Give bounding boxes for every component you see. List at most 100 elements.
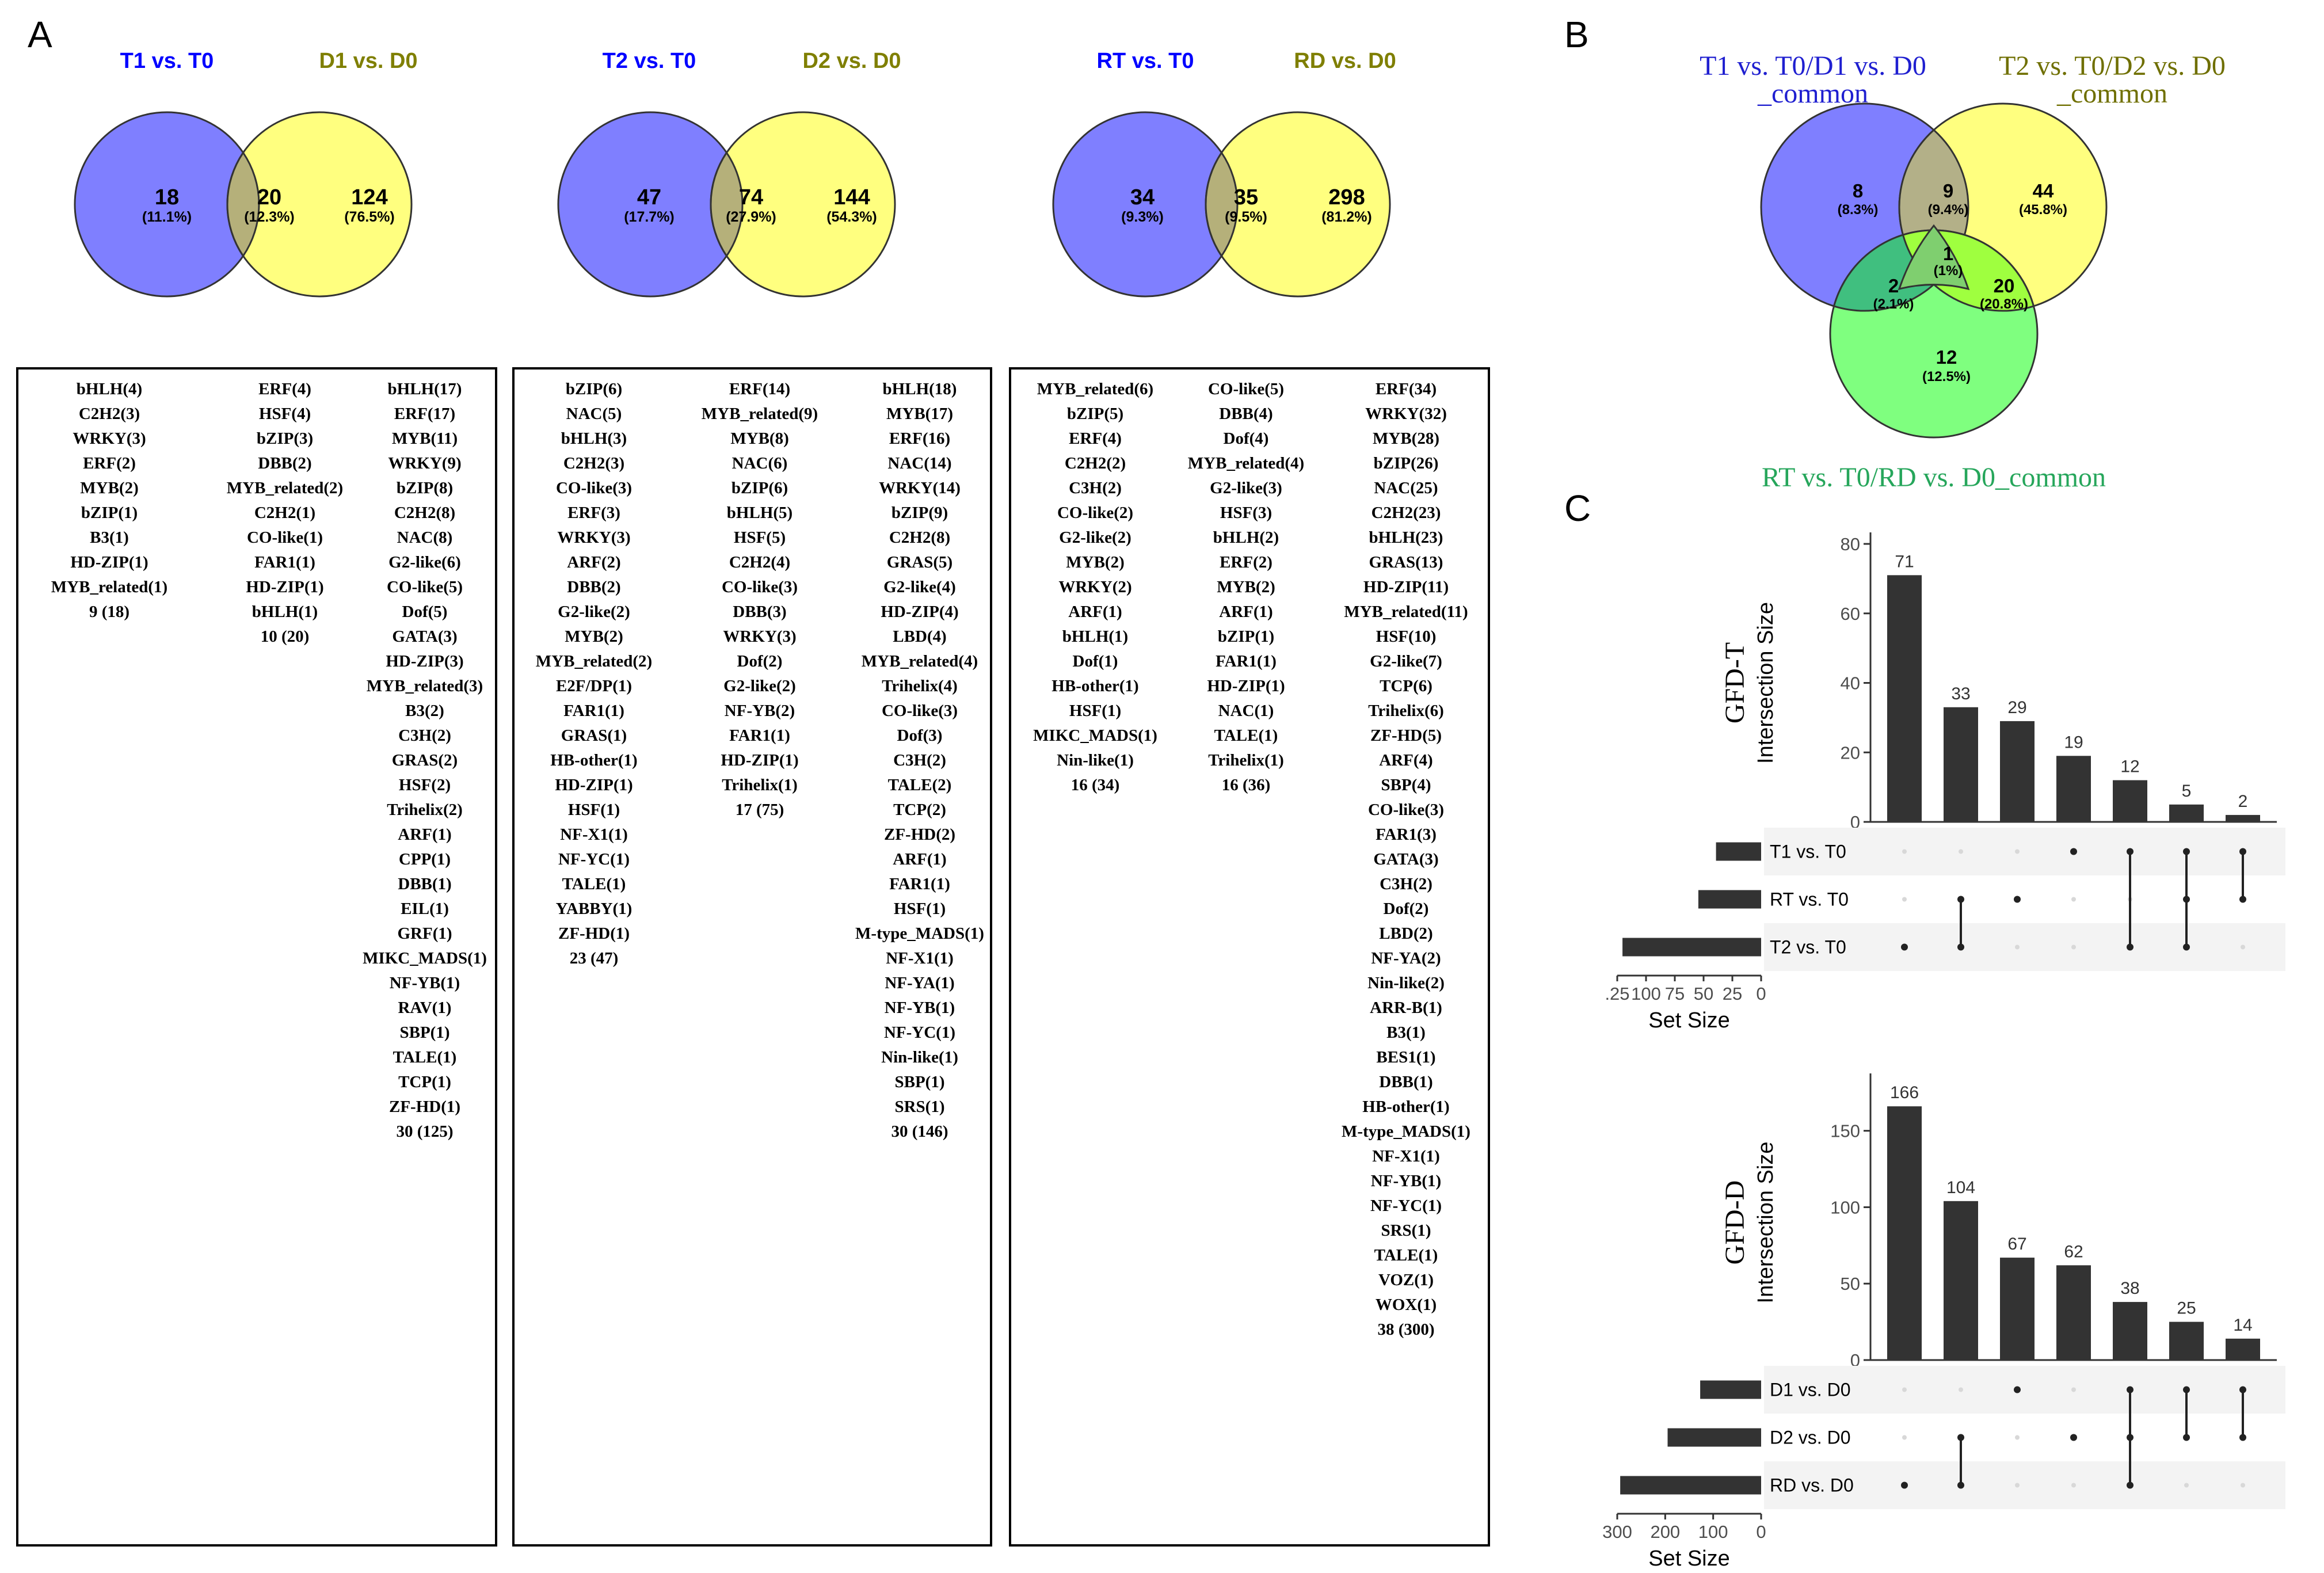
set-size-tick-label: 0 bbox=[1756, 984, 1766, 1004]
intersection-bar bbox=[2169, 804, 2204, 822]
venn-set-a-title: T1 vs. T0/D1 vs. D0 bbox=[1700, 51, 1926, 81]
tf-list-item: ARF(1) bbox=[1219, 603, 1273, 621]
matrix-dot-empty bbox=[2184, 1483, 2189, 1488]
tf-lists: bHLH(4) C2H2(3) WRKY(3) ERF(2) MYB(2) bZIP(1)… bbox=[51, 380, 1470, 1339]
bar-value-label: 14 bbox=[2233, 1316, 2252, 1335]
tf-list-item: TALE(2) bbox=[888, 776, 952, 794]
venn-set-a-subtitle: _common bbox=[1757, 78, 1868, 109]
venn-right-count: 298 bbox=[1328, 185, 1365, 210]
venn-left-count: 34 bbox=[1130, 185, 1155, 210]
tf-list-item: bZIP(8) bbox=[397, 479, 453, 497]
tf-list-item: ERF(34) bbox=[1376, 380, 1437, 398]
matrix-dot-filled bbox=[2239, 1434, 2246, 1441]
matrix-dot-filled bbox=[2070, 1434, 2077, 1441]
matrix-dot-filled bbox=[1957, 1434, 1964, 1441]
venn-b-only-pct: (45.8%) bbox=[2019, 202, 2067, 218]
tf-list-item: TCP(1) bbox=[398, 1073, 451, 1091]
tf-list-item: Dof(1) bbox=[1073, 652, 1118, 671]
venn-left-title: T2 vs. T0 bbox=[603, 49, 696, 73]
tf-list-item: TALE(1) bbox=[393, 1048, 457, 1067]
venn-right-count: 144 bbox=[833, 185, 870, 210]
set-size-tick-label: 75 bbox=[1665, 984, 1685, 1004]
matrix-dot-filled bbox=[2014, 1386, 2021, 1393]
tf-list-item: WRKY(2) bbox=[1058, 578, 1131, 596]
tf-list-item: HSF(10) bbox=[1376, 627, 1437, 646]
tf-list-item: GATA(3) bbox=[392, 627, 457, 646]
tf-list-item: HSF(4) bbox=[259, 405, 311, 423]
intersection-bar bbox=[1944, 707, 1978, 822]
tf-list-item: bHLH(2) bbox=[1213, 528, 1279, 547]
tf-list-item: Dof(4) bbox=[1224, 429, 1269, 448]
tf-list-item: C2H2(3) bbox=[563, 454, 624, 473]
tf-list-item: NAC(6) bbox=[732, 454, 788, 473]
matrix-dot-empty bbox=[1902, 1435, 1907, 1440]
set-size-tick-label: 25 bbox=[1723, 984, 1742, 1004]
tf-list-item: ZF-HD(2) bbox=[884, 825, 955, 844]
y-tick-label: 100 bbox=[1830, 1197, 1860, 1217]
bar-value-label: 104 bbox=[1946, 1178, 1975, 1197]
tf-list-box-2 bbox=[512, 367, 992, 1547]
tf-list-item: 16 (36) bbox=[1222, 776, 1271, 794]
tf-list-item: NF-YB(2) bbox=[725, 702, 795, 720]
tf-list-item: MYB_related(11) bbox=[1344, 603, 1468, 621]
matrix-dot-empty bbox=[1902, 849, 1907, 854]
matrix-dot-filled bbox=[2239, 1386, 2246, 1393]
tf-list-item: bHLH(17) bbox=[388, 380, 462, 398]
venn-t1-d1: T1 vs. T0 D1 vs. D0 18 (11.1%) 20 (12.3%… bbox=[74, 49, 418, 298]
tf-list-item: HD-ZIP(1) bbox=[70, 553, 148, 572]
y-tick-label: 80 bbox=[1841, 534, 1860, 554]
tf-list-item: G2-like(4) bbox=[883, 578, 956, 596]
matrix-dot-filled bbox=[1957, 943, 1964, 951]
y-tick-label: 150 bbox=[1830, 1121, 1860, 1141]
tf-list-item: ERF(4) bbox=[1069, 429, 1122, 448]
matrix-dot-empty bbox=[1902, 897, 1907, 902]
venn-overlap bbox=[1205, 151, 1239, 258]
panel-label-c: C bbox=[1564, 487, 1591, 529]
tf-list-item: HSF(1) bbox=[568, 801, 620, 819]
tf-list-item: GRAS(1) bbox=[561, 726, 627, 745]
tf-list-item: C3H(2) bbox=[893, 751, 946, 770]
tf-list-item: MYB(28) bbox=[1373, 429, 1439, 448]
matrix-dot-filled bbox=[1901, 943, 1908, 951]
tf-list-item: ZF-HD(1) bbox=[389, 1098, 460, 1116]
venn-three-set: T1 vs. T0/D1 vs. D0 _common T2 vs. T0/D2… bbox=[1700, 51, 2226, 493]
tf-list-item: DBB(1) bbox=[398, 875, 451, 893]
set-size-bar bbox=[1622, 938, 1761, 957]
tf-list-item: NF-YB(1) bbox=[390, 974, 460, 992]
tf-list-item: NF-YA(1) bbox=[885, 974, 954, 992]
set-size-bar bbox=[1620, 1476, 1761, 1495]
matrix-dot-filled bbox=[2239, 896, 2246, 903]
tf-list-item: MYB(2) bbox=[565, 627, 623, 646]
set-size-tick-label: 0 bbox=[1756, 1522, 1766, 1542]
tf-list-item: bZIP(5) bbox=[1067, 405, 1123, 423]
tf-list-item: C2H2(8) bbox=[889, 528, 950, 547]
bar-value-label: 25 bbox=[2177, 1299, 2196, 1318]
tf-list-item: 16 (34) bbox=[1071, 776, 1120, 794]
tf-list-item: bZIP(3) bbox=[257, 429, 313, 448]
tf-list-item: C2H2(1) bbox=[254, 504, 315, 522]
intersection-bar bbox=[2056, 756, 2091, 822]
tf-list-item: DBB(2) bbox=[258, 454, 311, 473]
matrix-dot-filled bbox=[2183, 1434, 2190, 1441]
tf-list-item: NF-X1(1) bbox=[560, 825, 628, 844]
venn-bc-count: 20 bbox=[1994, 275, 2015, 296]
tf-list-item: GRAS(5) bbox=[887, 553, 953, 572]
tf-list-item: MYB_related(1) bbox=[51, 578, 167, 596]
tf-list-item: NAC(25) bbox=[1374, 479, 1438, 497]
venn-left-count: 18 bbox=[155, 185, 179, 210]
tf-list-item: Nin-like(2) bbox=[1367, 974, 1445, 992]
venn-overlap-count: 35 bbox=[1234, 185, 1258, 210]
tf-list-item: G2-like(6) bbox=[388, 553, 461, 572]
venn-a-only-pct: (8.3%) bbox=[1838, 202, 1879, 218]
tf-list-item: bHLH(3) bbox=[561, 429, 627, 448]
tf-list-item: NF-YC(1) bbox=[1370, 1197, 1442, 1215]
intersection-bar bbox=[2113, 780, 2147, 822]
tf-list-item: WRKY(3) bbox=[557, 528, 630, 547]
venn-a-only-count: 8 bbox=[1853, 180, 1863, 201]
venn-t2-d2: T2 vs. T0 D2 vs. D0 47 (17.7%) 74 (27.9%… bbox=[557, 49, 901, 298]
y-axis-title: Intersection Size bbox=[1754, 602, 1778, 764]
matrix-dot-filled bbox=[2127, 943, 2133, 951]
tf-list-item: G2-like(2) bbox=[723, 677, 796, 695]
tf-list-item: MIKC_MADS(1) bbox=[363, 949, 487, 968]
venn-overlap-pct: (9.5%) bbox=[1225, 209, 1267, 225]
